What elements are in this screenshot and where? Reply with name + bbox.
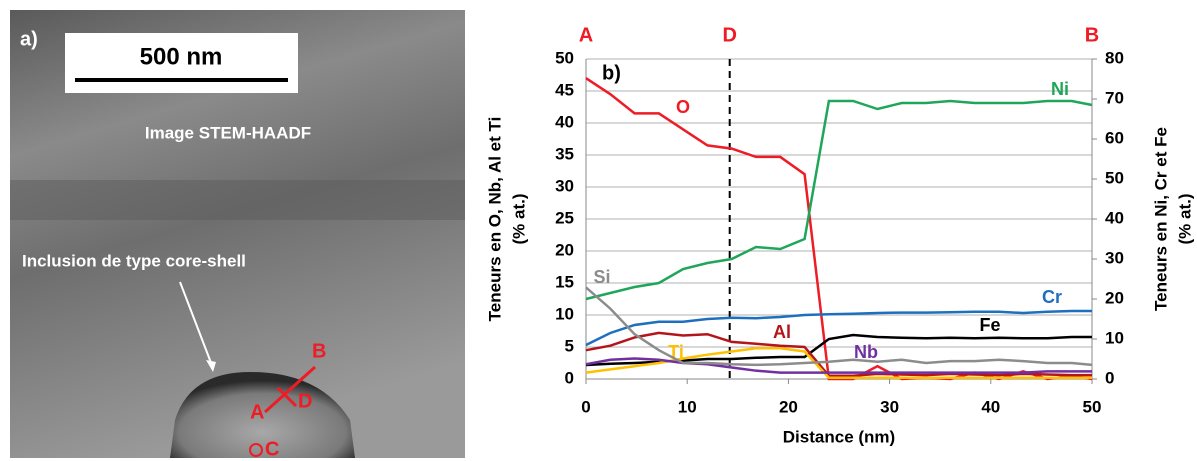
- y-tick-label: 35: [555, 144, 574, 163]
- y2-tick-label: 20: [1105, 288, 1124, 307]
- series-label: Cr: [1042, 287, 1062, 307]
- point-label: D: [298, 390, 312, 412]
- y2-tick-label: 70: [1105, 88, 1124, 107]
- x-tick-label: 40: [981, 397, 1000, 416]
- stem-image: a) 500 nm Image STEM-HAADF Inclusion de …: [10, 10, 465, 460]
- inclusion: [170, 372, 355, 458]
- image-band: [10, 180, 465, 220]
- y2-tick-label: 10: [1105, 328, 1124, 347]
- scale-label: 500 nm: [140, 43, 223, 70]
- series-line: [585, 309, 1092, 347]
- series-label: Al: [773, 322, 791, 342]
- series-label: Fe: [979, 315, 1000, 335]
- panel-label: a): [20, 28, 38, 50]
- y-tick-label: 0: [565, 368, 574, 387]
- arrow-head: [206, 360, 216, 372]
- y-tick-label: 30: [555, 176, 574, 195]
- y2-axis-title: Teneurs en Ni, Cr et Fe: [1151, 127, 1170, 311]
- x-tick-label: 50: [1083, 397, 1102, 416]
- y-tick-label: 15: [555, 272, 574, 291]
- arrow: [179, 281, 214, 369]
- y-tick-label: 10: [555, 304, 574, 323]
- x-tick-label: 10: [678, 397, 697, 416]
- marker-label: A: [579, 24, 593, 46]
- y2-tick-label: 80: [1105, 48, 1124, 67]
- x-tick-label: 20: [779, 397, 798, 416]
- y-tick-label: 50: [555, 48, 574, 67]
- point-marker: [249, 443, 263, 457]
- series-line: [585, 99, 1093, 301]
- y2-tick-label: 50: [1105, 168, 1124, 187]
- panel-label: b): [602, 62, 621, 84]
- series-label: Nb: [854, 342, 878, 362]
- image-caption: Image STEM-HAADF: [145, 123, 311, 142]
- y2-tick-label: 0: [1105, 368, 1114, 387]
- y-tick-label: 20: [555, 240, 574, 259]
- y-tick-label: 40: [555, 112, 574, 131]
- series-line: [585, 331, 1092, 378]
- series-label: Si: [593, 267, 610, 287]
- profile-line: [263, 365, 317, 414]
- y-tick-label: 5: [565, 336, 574, 355]
- series-label: Ni: [1051, 79, 1069, 99]
- x-tick-label: 0: [581, 397, 590, 416]
- y-axis-title: (% at.): [509, 194, 528, 245]
- x-tick-label: 30: [880, 397, 899, 416]
- marker-label: D: [722, 24, 736, 46]
- y-tick-label: 45: [555, 80, 574, 99]
- scale-box: [65, 33, 298, 93]
- series-line: [585, 286, 1093, 367]
- point-label: A: [250, 401, 264, 423]
- x-axis-title: Distance (nm): [783, 427, 895, 446]
- marker-label: B: [1085, 24, 1099, 46]
- y-tick-label: 25: [555, 208, 574, 227]
- y2-axis-title: (% at.): [1175, 194, 1194, 245]
- y2-tick-label: 60: [1105, 128, 1124, 147]
- series-label: O: [676, 97, 690, 117]
- point-label: B: [312, 340, 326, 362]
- cross-mark: [276, 386, 298, 408]
- point-label: C: [265, 438, 279, 460]
- y-axis-title: Teneurs en O, Nb, Al et Ti: [485, 117, 504, 322]
- y2-tick-label: 40: [1105, 208, 1124, 227]
- y2-tick-label: 30: [1105, 248, 1124, 267]
- annotation: Inclusion de type core-shell: [22, 251, 246, 270]
- series-line: [585, 357, 1092, 374]
